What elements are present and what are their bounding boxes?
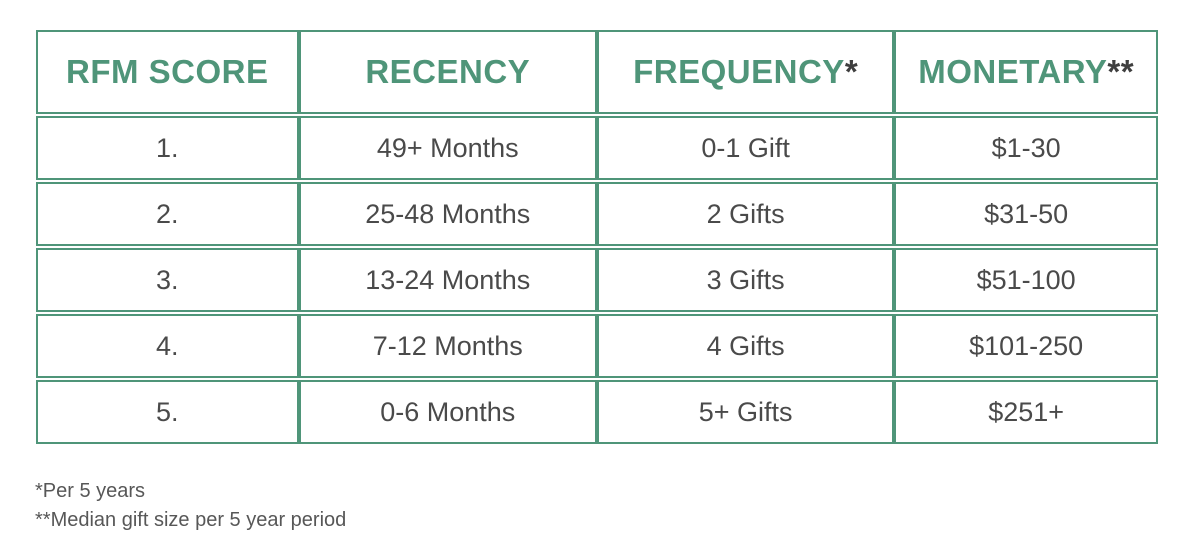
- footnote-median-gift-size: **Median gift size per 5 year period: [35, 509, 347, 531]
- table-row-3: 3. 13-24 Months 3 Gifts $51-100: [36, 248, 1158, 312]
- column-header-asterisk: **: [1107, 53, 1135, 90]
- rfm-table-header-row: RFM SCORE RECENCY FREQUENCY* MONETARY**: [36, 30, 1158, 114]
- column-header-frequency: FREQUENCY*: [596, 30, 895, 114]
- table-footnotes: *Per 5 years **Median gift size per 5 ye…: [35, 477, 346, 535]
- cell-frequency-row2: 2 Gifts: [596, 182, 895, 246]
- column-header-label: FREQUENCY: [633, 53, 845, 90]
- column-header-asterisk: *: [844, 53, 859, 90]
- column-header-monetary: MONETARY**: [894, 30, 1158, 114]
- cell-score-row5: 5.: [36, 380, 299, 444]
- cell-monetary-row5: $251+: [894, 380, 1158, 444]
- cell-score-row3: 3.: [36, 248, 299, 312]
- footnote-per-5-years: *Per 5 years: [35, 480, 146, 502]
- cell-monetary-row4: $101-250: [894, 314, 1158, 378]
- cell-recency-row3: 13-24 Months: [298, 248, 597, 312]
- cell-recency-row1: 49+ Months: [298, 116, 597, 180]
- cell-frequency-row4: 4 Gifts: [596, 314, 895, 378]
- cell-score-row1: 1.: [36, 116, 299, 180]
- column-header-rfm-score: RFM SCORE: [36, 30, 299, 114]
- rfm-table-body: 1. 49+ Months 0-1 Gift $1-30 2. 25-48 Months 2…: [36, 116, 1158, 444]
- column-header-label: RFM SCORE: [66, 53, 269, 90]
- column-header-label: RECENCY: [365, 53, 531, 90]
- cell-frequency-row5: 5+ Gifts: [596, 380, 895, 444]
- cell-monetary-row2: $31-50: [894, 182, 1158, 246]
- table-row-4: 4. 7-12 Months 4 Gifts $101-250: [36, 314, 1158, 378]
- cell-score-row2: 2.: [36, 182, 299, 246]
- cell-recency-row4: 7-12 Months: [298, 314, 597, 378]
- cell-score-row4: 4.: [36, 314, 299, 378]
- column-header-label: MONETARY: [918, 53, 1108, 90]
- cell-monetary-row1: $1-30: [894, 116, 1158, 180]
- column-header-recency: RECENCY: [298, 30, 597, 114]
- cell-frequency-row1: 0-1 Gift: [596, 116, 895, 180]
- table-row-5: 5. 0-6 Months 5+ Gifts $251+: [36, 380, 1158, 444]
- cell-recency-row2: 25-48 Months: [298, 182, 597, 246]
- cell-recency-row5: 0-6 Months: [298, 380, 597, 444]
- cell-frequency-row3: 3 Gifts: [596, 248, 895, 312]
- table-row-2: 2. 25-48 Months 2 Gifts $31-50: [36, 182, 1158, 246]
- table-row-1: 1. 49+ Months 0-1 Gift $1-30: [36, 116, 1158, 180]
- rfm-table: RFM SCORE RECENCY FREQUENCY* MONETARY** 1. 4…: [36, 28, 1158, 446]
- cell-monetary-row3: $51-100: [894, 248, 1158, 312]
